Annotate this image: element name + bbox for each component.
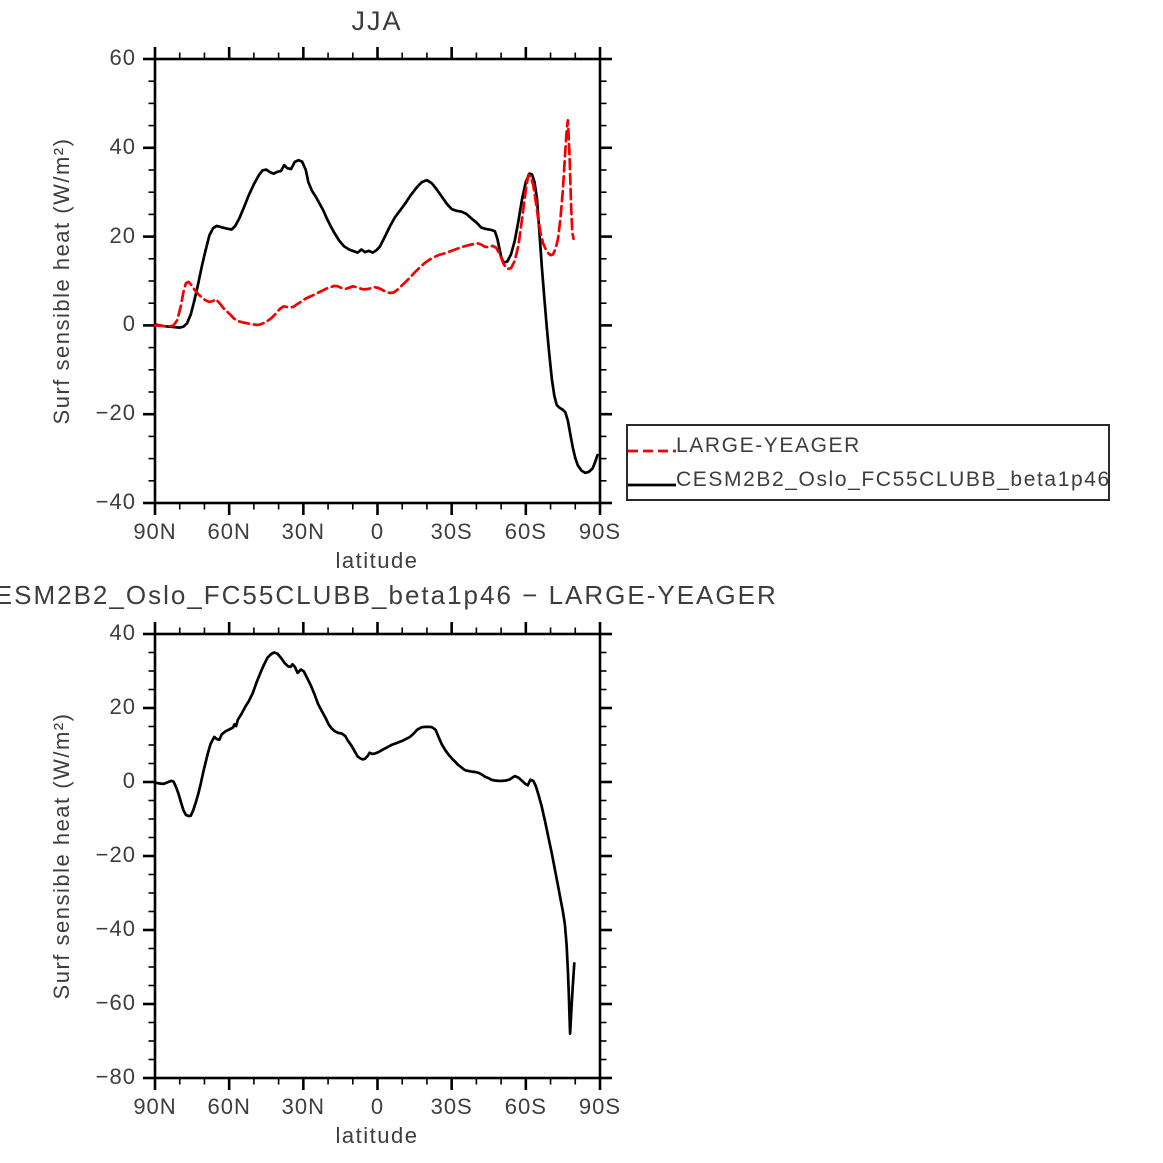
- top-y-tick-label: 60: [109, 45, 136, 70]
- top-y-tick-label: −40: [95, 489, 136, 514]
- legend-line-sample-cesm2b2: [628, 476, 676, 486]
- top-x-tick-label: 0: [370, 519, 385, 544]
- top-y-tick-label: 20: [109, 222, 136, 248]
- legend-row-large-yeager: LARGE-YEAGER: [628, 429, 1108, 463]
- legend: LARGE-YEAGER CESM2B2_Oslo_FC55CLUBB_beta…: [626, 424, 1110, 501]
- bottom-x-tick-label: 90N: [133, 1094, 177, 1119]
- bottom-y-tick-label: −20: [95, 842, 136, 867]
- bottom-x-tick-label: 60N: [207, 1094, 251, 1119]
- top-y-tick-label: −20: [95, 400, 136, 426]
- top-series-line: [153, 118, 575, 328]
- legend-label-large-yeager: LARGE-YEAGER: [676, 433, 861, 457]
- bottom-y-tick-label: −40: [95, 916, 136, 941]
- bottom-y-tick-label: 0: [122, 768, 136, 793]
- bottom-x-tick-label: 30N: [281, 1094, 326, 1119]
- bottom-x-tick-label: 60S: [504, 1094, 547, 1119]
- bottom-y-tick-label: 40: [109, 620, 136, 645]
- top-x-tick-label: 90S: [578, 519, 622, 544]
- bottom-x-axis-label: latitude: [335, 1123, 419, 1148]
- legend-row-cesm2b2: CESM2B2_Oslo_FC55CLUBB_beta1p46: [628, 463, 1111, 497]
- top-x-tick-label: 60N: [207, 519, 251, 544]
- bottom-x-tick-label: 30S: [430, 1094, 473, 1119]
- top-x-tick-label: 90N: [133, 519, 177, 544]
- legend-label-cesm2b2: CESM2B2_Oslo_FC55CLUBB_beta1p46: [676, 467, 1111, 491]
- top-series-line: [153, 158, 599, 475]
- bottom-x-tick-label: 90S: [578, 1094, 622, 1119]
- bottom-series-line: [153, 651, 576, 1035]
- top-x-tick-label: 30N: [281, 519, 326, 544]
- top-x-axis-label: latitude: [335, 548, 419, 573]
- bottom-y-tick-label: −60: [95, 990, 136, 1015]
- top-x-tick-label: 60S: [504, 519, 547, 544]
- bottom-x-tick-label: 0: [370, 1094, 385, 1119]
- legend-line-sample-large-yeager: [628, 442, 676, 452]
- bottom-y-tick-label: −80: [95, 1064, 136, 1089]
- bottom-chart-title: CESM2B2_Oslo_FC55CLUBB_beta1p46 − LARGE-…: [0, 580, 778, 610]
- top-x-tick-label: 30S: [430, 519, 473, 544]
- top-chart-title: JJA: [351, 6, 403, 36]
- bottom-y-tick-label: 20: [109, 694, 136, 719]
- top-y-tick-label: 40: [109, 133, 136, 159]
- top-y-axis-label: Surf sensible heat (W/m²): [49, 137, 74, 425]
- top-y-tick-label: 0: [122, 311, 136, 337]
